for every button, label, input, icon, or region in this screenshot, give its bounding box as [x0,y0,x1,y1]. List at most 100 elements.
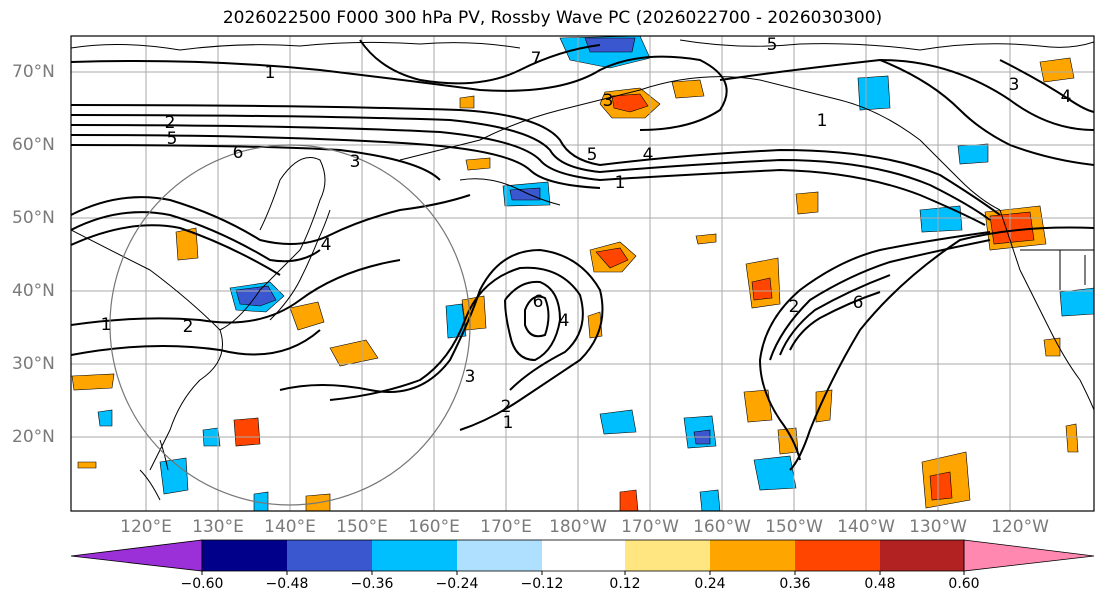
positive-anomaly [1043,337,1061,357]
contour-line [999,59,1094,113]
lon-label: 140°W [837,517,895,537]
contour-line [359,39,601,85]
positive-anomaly [1065,423,1079,453]
contour-label: 6 [853,293,864,313]
lat-label: 30°N [12,354,55,374]
positive-anomaly [619,489,639,511]
contour-label: 3 [603,91,614,111]
contour-label: 1 [265,63,276,83]
japan-coast [269,209,331,321]
positive-anomaly [595,247,629,269]
colorbar-segment [625,540,710,571]
positive-anomaly [611,93,649,113]
contour-label: 2 [165,113,176,133]
colorbar-tick-label: 0.60 [948,576,980,592]
contour-label: 4 [643,145,654,165]
positive-anomaly [459,95,475,109]
colorbar-left-extend [70,539,203,572]
lat-label: 70°N [12,62,55,82]
positive-anomaly [743,389,773,423]
contour-label: 6 [533,292,544,312]
lat-label: 60°N [12,135,55,155]
contour-label: 4 [559,311,570,331]
contour-label: 2 [183,317,194,337]
lat-label: 40°N [12,281,55,301]
contour-line [504,280,562,362]
aleutians [459,178,561,206]
contour-label: 1 [615,173,626,193]
contour-line [758,231,991,461]
map-background [71,36,1094,511]
colorbar-segment [710,540,795,571]
colorbar-segment [372,540,457,571]
positive-anomaly [929,471,953,501]
contour-line [71,134,601,189]
lon-label: 150°E [336,517,388,537]
contour-label: 7 [531,49,542,69]
negative-anomaly [599,409,637,435]
colorbar [70,539,1095,575]
negative-anomaly [584,37,636,53]
lon-label: 180°W [549,517,607,537]
colorbar-segment [880,540,964,571]
colorbar-tick-label: 0.12 [609,576,641,592]
lon-label: 170°W [621,517,679,537]
lon-label: 120°W [991,517,1049,537]
colorbar-segment [457,540,542,571]
positive-anomaly [795,191,819,215]
contour-line [879,59,1094,166]
colorbar-tick-label: −0.12 [520,576,564,592]
colorbar-tick-label: −0.24 [435,576,479,592]
contour-line [71,224,281,276]
north-america-coast [999,209,1094,411]
colorbar-segment [202,540,287,571]
asia-coast [71,157,326,471]
positive-anomaly [465,157,491,171]
contour-line [71,55,728,131]
positive-anomaly [815,389,833,423]
contour-line [71,211,321,263]
colorbar-tick-label: 0.36 [779,576,811,592]
contour-label: 2 [501,397,512,417]
contour-line [71,114,991,221]
lon-label: 160°E [408,517,460,537]
colorbar-tick-label: 0.48 [864,576,896,592]
positive-anomaly [71,373,115,391]
positive-anomaly [329,339,379,367]
contour-line [279,248,604,431]
colorbar-frame [201,539,965,572]
negative-anomaly [509,187,541,201]
contour-labels: 1 2 3 4 5 6 7 5 1 1 2 6 3 4 2 1 3 4 5 6 … [101,35,1072,433]
contour-line [779,274,891,356]
colorbar-tick-label: −0.60 [180,576,224,592]
lon-label: 130°W [909,517,967,537]
contour-label: 1 [503,413,514,433]
contour-line [71,259,401,326]
pv-contours [71,39,1094,471]
negative-anomaly [699,489,721,511]
negative-anomaly [253,491,269,511]
contour-line [71,194,471,245]
colorbar-tick-label: −0.36 [350,576,394,592]
contour-label: 4 [1061,87,1072,107]
positive-anomaly [751,277,773,301]
contour-label: 3 [1009,75,1020,95]
contour-label: 5 [587,145,598,165]
contour-label: 1 [101,315,112,335]
positive-anomaly [671,79,705,99]
positive-anomaly [289,301,325,331]
contour-label: 5 [767,35,778,55]
negative-anomaly [957,143,989,165]
radius-circle [109,144,471,506]
contour-line [524,295,550,338]
arctic-coast [71,39,1094,51]
us-border [1020,249,1094,290]
contour-label: 4 [321,235,332,255]
contour-label: 2 [789,297,800,317]
contour-line [71,329,321,356]
chart-title: 2026022500 F000 300 hPa PV, Rossby Wave … [222,8,883,28]
lon-label: 170°E [480,517,532,537]
lon-label: 160°W [693,517,751,537]
contour-line [329,266,584,401]
contour-label: 6 [233,143,244,163]
